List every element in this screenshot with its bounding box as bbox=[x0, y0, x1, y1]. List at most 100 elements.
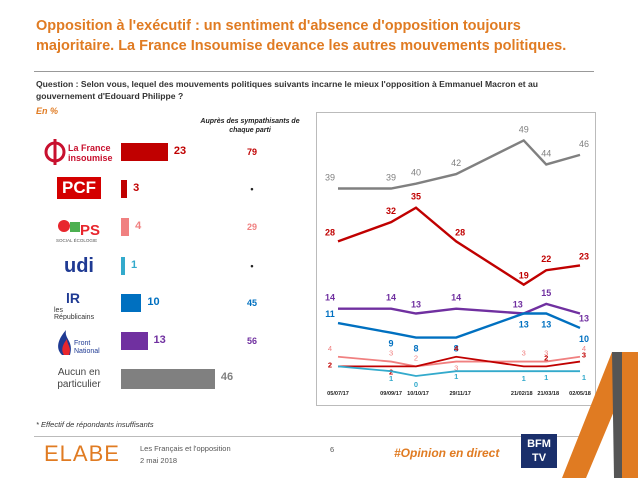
x-tick-label: 21/02/18 bbox=[511, 391, 533, 397]
bar-5 bbox=[121, 294, 142, 312]
data-label-fn: 14 bbox=[325, 293, 335, 303]
series-line-pcf bbox=[338, 355, 581, 368]
lr-logo-mark: lR bbox=[66, 290, 80, 306]
bar-6 bbox=[121, 332, 148, 350]
lr-logo-text-1: les bbox=[54, 307, 63, 314]
data-label-aucun: 40 bbox=[411, 168, 421, 178]
sympathisants-value: • bbox=[250, 261, 254, 271]
data-label-ps: 3 bbox=[454, 364, 458, 373]
logo-fn: Front National bbox=[44, 327, 114, 357]
elabe-logo: ELABE bbox=[44, 441, 120, 466]
footer-source: Les Français et l'opposition 2 mai 2018 bbox=[140, 443, 231, 467]
ps-rose-icon: PS SOCIAL ÉCOLOGIE bbox=[56, 220, 100, 243]
x-tick-label: 29/11/17 bbox=[449, 391, 470, 397]
data-label-lfi: 19 bbox=[519, 271, 529, 281]
series-line-lr bbox=[337, 312, 581, 339]
data-label-lr: 9 bbox=[389, 339, 394, 349]
data-label-aucun: 42 bbox=[451, 158, 461, 168]
data-label-lfi: 28 bbox=[325, 227, 335, 237]
bar-value-label: 23 bbox=[173, 145, 187, 157]
lr-logo-text-2: Républicains bbox=[54, 314, 95, 320]
udi-logo-text: udi bbox=[64, 254, 94, 277]
data-label-lfi: 28 bbox=[455, 227, 465, 237]
data-label-fn: 15 bbox=[541, 288, 551, 298]
data-label-udi: 1 bbox=[522, 374, 526, 383]
data-label-aucun: 46 bbox=[579, 139, 589, 149]
bar-7 bbox=[121, 369, 215, 389]
footer-source-title: Les Français et l'opposition bbox=[140, 444, 231, 453]
logo-lr: lR les Républicains bbox=[44, 290, 114, 320]
sympathisants-value: 56 bbox=[246, 336, 257, 346]
data-label-aucun: 39 bbox=[325, 173, 335, 183]
bar-2 bbox=[121, 180, 128, 198]
data-label-udi: 1 bbox=[582, 373, 586, 382]
data-label-udi: 1 bbox=[389, 374, 393, 383]
elabe-arrow-decoration bbox=[562, 352, 638, 478]
data-label-pcf: 2 bbox=[544, 353, 548, 362]
bfm-logo-subtext: TV bbox=[531, 452, 547, 464]
title-line-1: Opposition à l'exécutif : un sentiment d… bbox=[36, 18, 521, 34]
hashtag: #Opinion en direct bbox=[394, 446, 500, 460]
data-label-ps: 4 bbox=[582, 344, 586, 353]
sympathisants-value: 29 bbox=[246, 222, 257, 232]
sympathisants-value: • bbox=[250, 184, 254, 194]
data-label-udi: 0 bbox=[414, 380, 418, 389]
logo-lfi: La France insoumise bbox=[44, 137, 114, 167]
aucun-label: Aucun en particulier bbox=[57, 367, 101, 390]
series-line-lfi bbox=[337, 206, 581, 287]
sympathisants-value: 79 bbox=[246, 147, 257, 157]
bar-value-label: 10 bbox=[147, 296, 160, 308]
data-label-pcf: 4 bbox=[454, 344, 459, 353]
lfi-logo-text-2: insoumise bbox=[68, 153, 113, 163]
lfi-logo-text-1: La France bbox=[68, 143, 111, 153]
series-line-aucun bbox=[338, 138, 581, 190]
question-text: Question : Selon vous, lequel des mouvem… bbox=[36, 79, 539, 101]
series-line-udi bbox=[337, 365, 580, 377]
bar-1 bbox=[121, 143, 168, 161]
lr-logo-icon: lR les Républicains bbox=[54, 290, 95, 320]
fn-logo-text-2: National bbox=[74, 348, 100, 355]
data-label-lr: 10 bbox=[579, 334, 589, 344]
title-line-2: majoritaire. La France Insoumise devance… bbox=[36, 38, 567, 54]
x-tick-label: 21/03/18 bbox=[537, 391, 559, 397]
bar-4 bbox=[121, 257, 125, 275]
sympathisants-header: Auprès des sympathisants de chaque parti bbox=[200, 118, 300, 134]
data-label-aucun: 49 bbox=[519, 124, 529, 134]
data-label-aucun: 39 bbox=[386, 173, 396, 183]
ps-logo-subtext: SOCIAL ÉCOLOGIE bbox=[56, 237, 97, 243]
logo-udi: udi bbox=[44, 251, 114, 281]
bar-value-label: 3 bbox=[133, 182, 140, 194]
x-tick-label: 09/09/17 bbox=[380, 391, 402, 397]
sympathisants-value: 45 bbox=[246, 298, 257, 308]
data-label-fn: 14 bbox=[386, 293, 396, 303]
data-label-ps: 3 bbox=[389, 349, 393, 358]
data-label-lr: 8 bbox=[454, 344, 459, 354]
data-label-fn: 13 bbox=[513, 300, 523, 310]
x-tick-label: 05/07/17 bbox=[327, 391, 349, 397]
bar-3 bbox=[121, 218, 130, 236]
page-title: Opposition à l'exécutif : un sentiment d… bbox=[36, 16, 591, 56]
data-label-lr: 13 bbox=[519, 320, 529, 330]
data-label-pcf: 3 bbox=[582, 351, 586, 360]
unit-label: En % bbox=[36, 106, 59, 116]
x-tick-label: 10/10/17 bbox=[407, 391, 429, 397]
data-label-udi: 1 bbox=[454, 372, 458, 381]
data-label-lr: 11 bbox=[325, 309, 335, 319]
page-number: 6 bbox=[330, 445, 335, 454]
data-label-fn: 14 bbox=[451, 293, 461, 303]
data-label-udi: 1 bbox=[544, 373, 548, 382]
divider-top bbox=[34, 71, 594, 72]
bar-value-label: 13 bbox=[153, 334, 166, 346]
data-label-lfi: 23 bbox=[579, 251, 589, 261]
ps-logo-text: PS bbox=[80, 222, 100, 239]
x-tick-label: 02/05/18 bbox=[569, 391, 591, 397]
data-label-ps: 2 bbox=[414, 353, 418, 362]
lfi-phi-icon: La France insoumise bbox=[44, 139, 113, 165]
series-line-ps bbox=[337, 355, 581, 368]
data-label-pcf: 2 bbox=[328, 360, 332, 369]
pcf-logo-text: PCF bbox=[57, 177, 101, 199]
data-label-lfi: 35 bbox=[411, 192, 421, 202]
data-label-ps: 3 bbox=[522, 349, 526, 358]
data-label-ps: 4 bbox=[328, 344, 332, 353]
